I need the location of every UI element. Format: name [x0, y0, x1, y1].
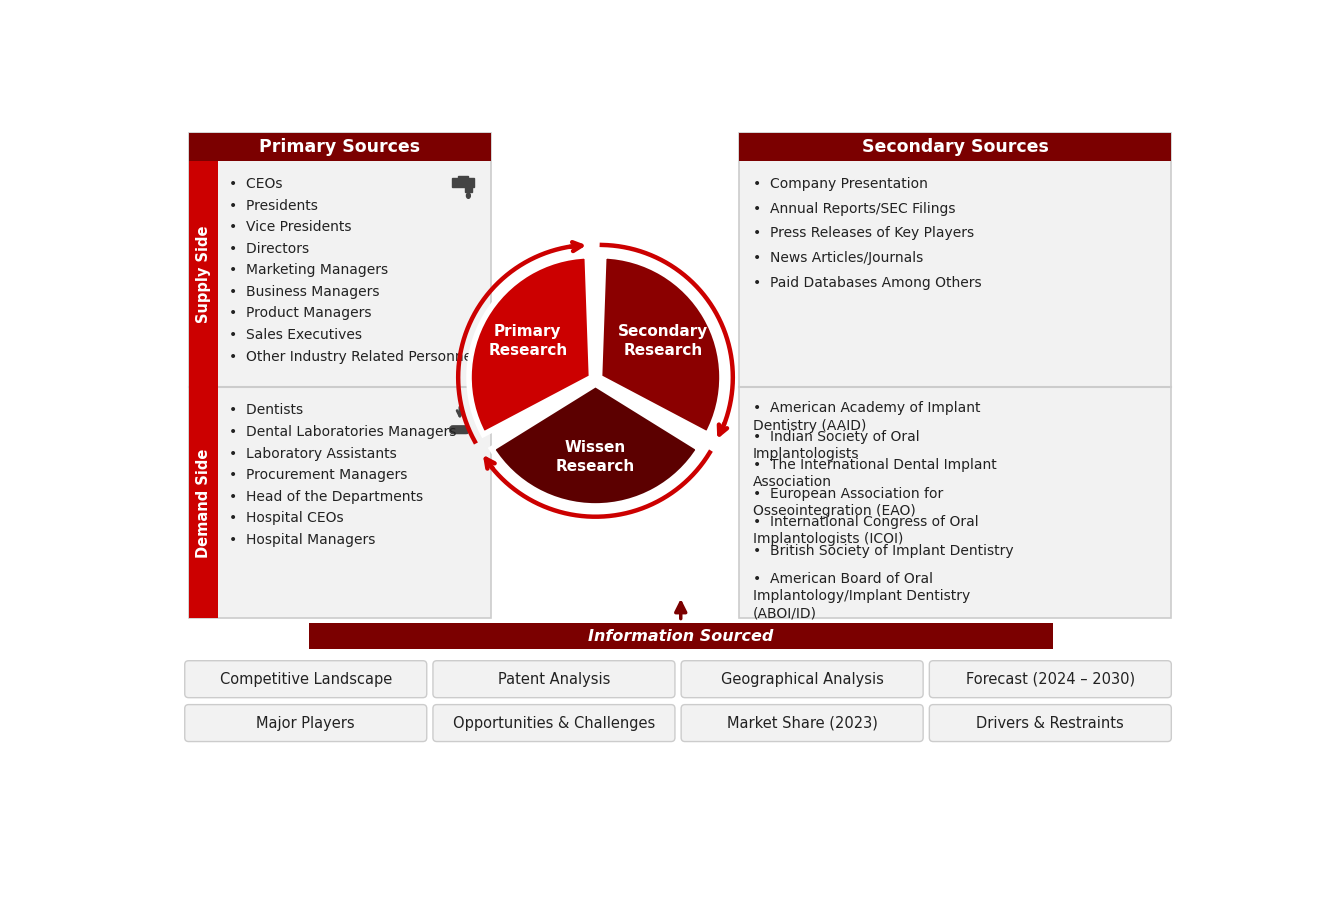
Text: •  Sales Executives: • Sales Executives [229, 328, 363, 342]
Text: Drivers & Restraints: Drivers & Restraints [976, 715, 1125, 731]
FancyBboxPatch shape [681, 661, 923, 698]
Text: Secondary Sources: Secondary Sources [861, 138, 1049, 156]
Text: •  Vice Presidents: • Vice Presidents [229, 220, 352, 234]
FancyBboxPatch shape [433, 661, 675, 698]
Ellipse shape [467, 193, 471, 198]
Text: •  Dental Laboratories Managers: • Dental Laboratories Managers [229, 425, 456, 439]
Text: Supply Side: Supply Side [196, 226, 210, 323]
Text: •  Press Releases of Key Players: • Press Releases of Key Players [753, 227, 974, 241]
FancyBboxPatch shape [308, 623, 1053, 649]
FancyBboxPatch shape [681, 705, 923, 742]
FancyBboxPatch shape [185, 705, 427, 742]
Text: •  Marketing Managers: • Marketing Managers [229, 263, 388, 277]
Text: Major Players: Major Players [257, 715, 355, 731]
FancyBboxPatch shape [189, 161, 218, 387]
Text: •  Annual Reports/SEC Filings: • Annual Reports/SEC Filings [753, 202, 955, 216]
Text: Demand Side: Demand Side [196, 448, 210, 557]
Text: •  Hospital CEOs: • Hospital CEOs [229, 511, 344, 525]
Text: Competitive Landscape: Competitive Landscape [220, 672, 392, 687]
Text: •  Paid Databases Among Others: • Paid Databases Among Others [753, 275, 982, 290]
Text: •  Head of the Departments: • Head of the Departments [229, 489, 423, 504]
FancyBboxPatch shape [185, 661, 427, 698]
FancyBboxPatch shape [452, 178, 474, 187]
Text: Wissen
Research: Wissen Research [556, 441, 635, 474]
Text: Primary Sources: Primary Sources [259, 138, 421, 156]
Text: Secondary
Research: Secondary Research [618, 324, 708, 358]
FancyBboxPatch shape [450, 426, 470, 433]
Wedge shape [470, 256, 591, 434]
FancyBboxPatch shape [738, 387, 1171, 619]
Text: Opportunities & Challenges: Opportunities & Challenges [452, 715, 655, 731]
FancyBboxPatch shape [189, 133, 491, 619]
Text: •  Product Managers: • Product Managers [229, 307, 372, 320]
Text: •  American Academy of Implant
Dentistry (AAID): • American Academy of Implant Dentistry … [753, 401, 980, 432]
Text: •  Presidents: • Presidents [229, 198, 318, 213]
FancyBboxPatch shape [929, 661, 1171, 698]
Text: •  British Society of Implant Dentistry: • British Society of Implant Dentistry [753, 543, 1013, 557]
Text: Primary
Research: Primary Research [488, 324, 568, 358]
Text: Patent Analysis: Patent Analysis [497, 672, 610, 687]
Text: •  Dentists: • Dentists [229, 403, 303, 418]
Text: •  Business Managers: • Business Managers [229, 285, 380, 299]
Text: •  The International Dental Implant
Association: • The International Dental Implant Assoc… [753, 458, 996, 489]
Text: •  European Association for
Osseointegration (EAO): • European Association for Osseointegrat… [753, 487, 943, 518]
Text: •  Other Industry Related Personnel: • Other Industry Related Personnel [229, 350, 476, 364]
Text: •  CEOs: • CEOs [229, 177, 282, 191]
Text: •  Directors: • Directors [229, 241, 310, 256]
FancyBboxPatch shape [458, 175, 467, 179]
Text: Forecast (2024 – 2030): Forecast (2024 – 2030) [966, 672, 1135, 687]
FancyBboxPatch shape [433, 705, 675, 742]
Text: •  International Congress of Oral
Implantologists (ICOI): • International Congress of Oral Implant… [753, 515, 979, 546]
Text: •  American Board of Oral
Implantology/Implant Dentistry
(ABOI/ID): • American Board of Oral Implantology/Im… [753, 572, 970, 621]
FancyBboxPatch shape [464, 185, 472, 192]
Text: •  Laboratory Assistants: • Laboratory Assistants [229, 446, 397, 461]
FancyBboxPatch shape [189, 133, 491, 161]
FancyBboxPatch shape [189, 387, 218, 619]
Text: Geographical Analysis: Geographical Analysis [721, 672, 884, 687]
Text: Information Sourced: Information Sourced [587, 629, 774, 644]
Wedge shape [492, 385, 700, 506]
Text: •  News Articles/Journals: • News Articles/Journals [753, 251, 923, 265]
FancyBboxPatch shape [738, 133, 1171, 161]
Text: Market Share (2023): Market Share (2023) [726, 715, 877, 731]
FancyBboxPatch shape [738, 133, 1171, 387]
Text: •  Procurement Managers: • Procurement Managers [229, 468, 407, 482]
Text: •  Hospital Managers: • Hospital Managers [229, 532, 376, 547]
Text: •  Indian Society of Oral
Implantologists: • Indian Society of Oral Implantologists [753, 430, 919, 461]
FancyBboxPatch shape [929, 705, 1171, 742]
Text: •  Company Presentation: • Company Presentation [753, 177, 927, 191]
Wedge shape [599, 256, 722, 434]
